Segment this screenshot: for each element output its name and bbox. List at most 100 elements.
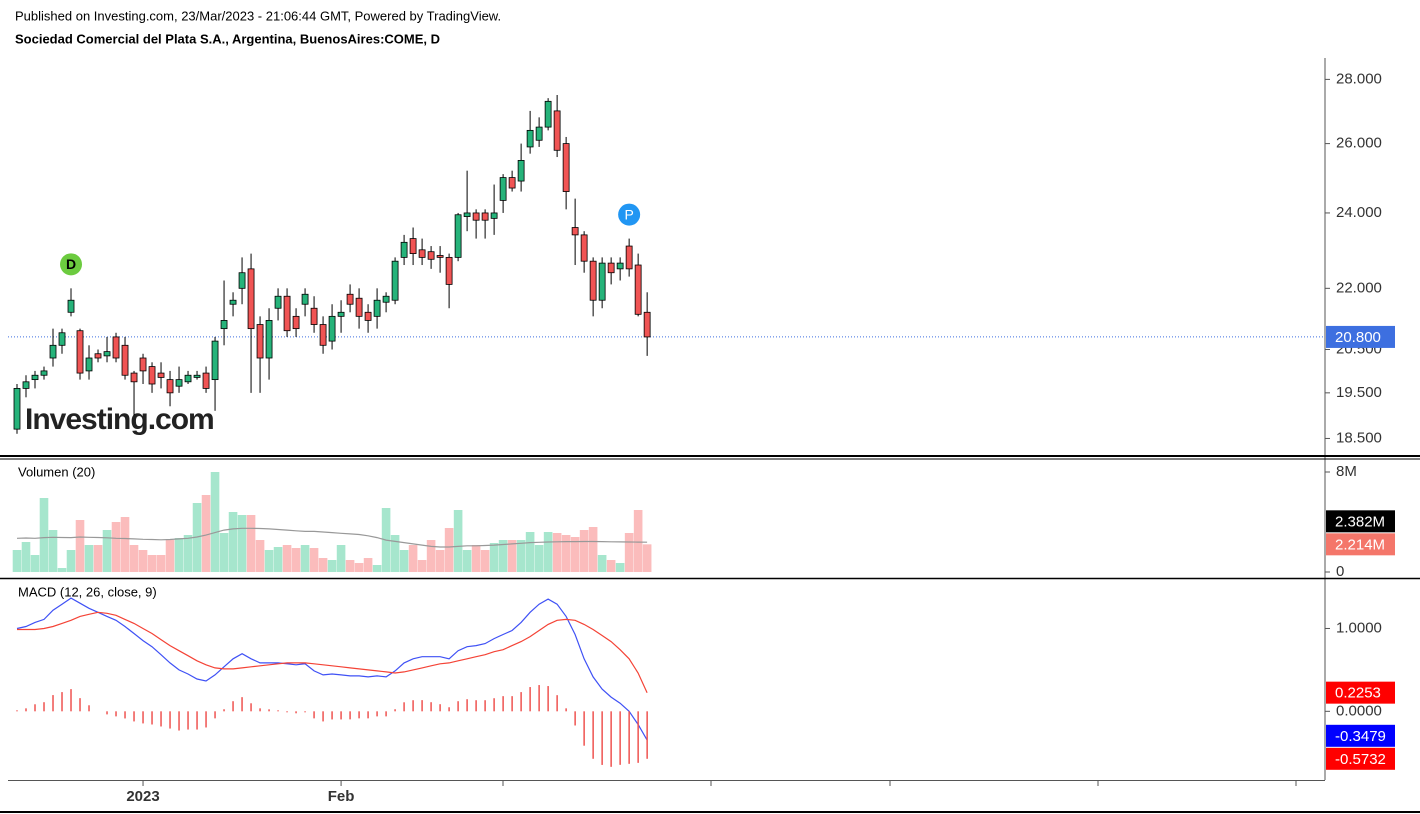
volume-bar xyxy=(543,532,553,572)
candle-body xyxy=(319,324,327,346)
candle-body xyxy=(283,295,291,332)
candle-body xyxy=(580,234,588,262)
candle-body xyxy=(292,315,300,330)
candle-body xyxy=(625,245,633,270)
volume-bar xyxy=(111,522,121,572)
y-tick-label: 19.500 xyxy=(1336,384,1382,401)
last-value-box xyxy=(1326,681,1395,704)
candle-body xyxy=(247,268,255,330)
candle-body xyxy=(517,160,525,182)
candle-body xyxy=(337,311,345,317)
candle-body xyxy=(301,293,309,305)
volume-bar xyxy=(435,550,445,572)
volume-bar xyxy=(237,515,247,572)
series-line xyxy=(17,611,648,693)
candle-body xyxy=(490,212,498,219)
last-value-label: -0.5732 xyxy=(1335,751,1386,768)
candle-body xyxy=(229,299,237,305)
candle-body xyxy=(436,255,444,258)
volume-bar xyxy=(93,545,103,572)
volume-bar xyxy=(561,535,571,572)
candle-body xyxy=(373,299,381,317)
last-value-label: 2.382M xyxy=(1335,513,1385,530)
volume-bar xyxy=(156,555,166,572)
candle-body xyxy=(22,381,30,389)
volume-bar xyxy=(102,530,112,572)
volume-bar xyxy=(318,558,328,572)
candle-body xyxy=(184,374,192,383)
volume-bar xyxy=(426,540,436,572)
candle-body xyxy=(607,262,615,274)
volume-bar xyxy=(372,565,382,572)
candle-body xyxy=(310,307,318,325)
candle-body xyxy=(391,260,399,301)
volume-bar xyxy=(642,544,652,572)
volume-bar xyxy=(57,568,67,572)
volume-bar xyxy=(309,548,319,572)
volume-bar xyxy=(327,560,337,572)
volume-bar xyxy=(48,530,58,572)
volume-bar xyxy=(84,545,94,572)
candle-body xyxy=(166,379,174,394)
candle-body xyxy=(346,293,354,305)
candle-body xyxy=(49,344,57,359)
volume-bar xyxy=(552,533,562,572)
volume-bar xyxy=(120,517,130,572)
candle-body xyxy=(193,374,201,378)
series-line xyxy=(16,527,648,548)
y-tick-label: 1.0000 xyxy=(1336,619,1382,636)
candle-body xyxy=(328,315,336,342)
last-value-box xyxy=(1326,533,1395,556)
last-value-label: 0.2253 xyxy=(1335,685,1381,702)
volume-bar xyxy=(147,555,157,572)
volume-bar xyxy=(444,528,454,572)
candle-body xyxy=(589,260,597,301)
volume-bar xyxy=(174,538,184,572)
volume-bar xyxy=(39,498,49,572)
candle-body xyxy=(76,330,84,374)
volume-bar xyxy=(462,550,472,572)
candle-body xyxy=(13,388,21,430)
volume-bar xyxy=(183,535,193,572)
candle-body xyxy=(157,372,165,378)
candle-body xyxy=(94,353,102,359)
candle-body xyxy=(364,311,372,321)
volume-bar xyxy=(30,555,40,572)
volume-bar xyxy=(408,545,418,572)
volume-bar xyxy=(273,547,283,572)
series-line xyxy=(16,597,648,741)
y-tick-label: 28.000 xyxy=(1336,70,1382,87)
volume-bar xyxy=(417,560,427,572)
event-label: P xyxy=(624,206,633,222)
candle-body xyxy=(571,227,579,236)
event-marker xyxy=(60,253,83,276)
candle-body xyxy=(265,320,273,359)
x-tick-label: 2023 xyxy=(126,788,159,805)
volume-bar xyxy=(615,563,625,572)
candle-body xyxy=(553,110,561,151)
x-tick-label: Feb xyxy=(328,788,355,805)
candle-body xyxy=(616,262,624,270)
volume-bar xyxy=(480,550,490,572)
y-tick-label: 0.0000 xyxy=(1336,702,1382,719)
volume-bar xyxy=(219,533,229,572)
candle-body xyxy=(472,212,480,221)
event-label: D xyxy=(66,256,76,272)
chart-title: Sociedad Comercial del Plata S.A., Argen… xyxy=(15,31,440,46)
candle-body xyxy=(31,374,39,381)
time-axis-ticks xyxy=(502,780,1297,786)
candle-body xyxy=(274,295,282,309)
last-value-label: 20.800 xyxy=(1335,329,1381,346)
candle-body xyxy=(544,100,552,128)
y-tick-label: 26.000 xyxy=(1336,135,1382,152)
y-tick-label: 0 xyxy=(1336,563,1344,580)
y-tick-label: 18.500 xyxy=(1336,429,1382,446)
candle-body xyxy=(175,379,183,387)
volume-bar xyxy=(138,550,148,572)
volume-bar xyxy=(354,563,364,572)
volume-bar xyxy=(129,545,139,572)
candle-body xyxy=(148,366,156,385)
candle-body xyxy=(643,311,651,338)
candle-body xyxy=(256,324,264,359)
